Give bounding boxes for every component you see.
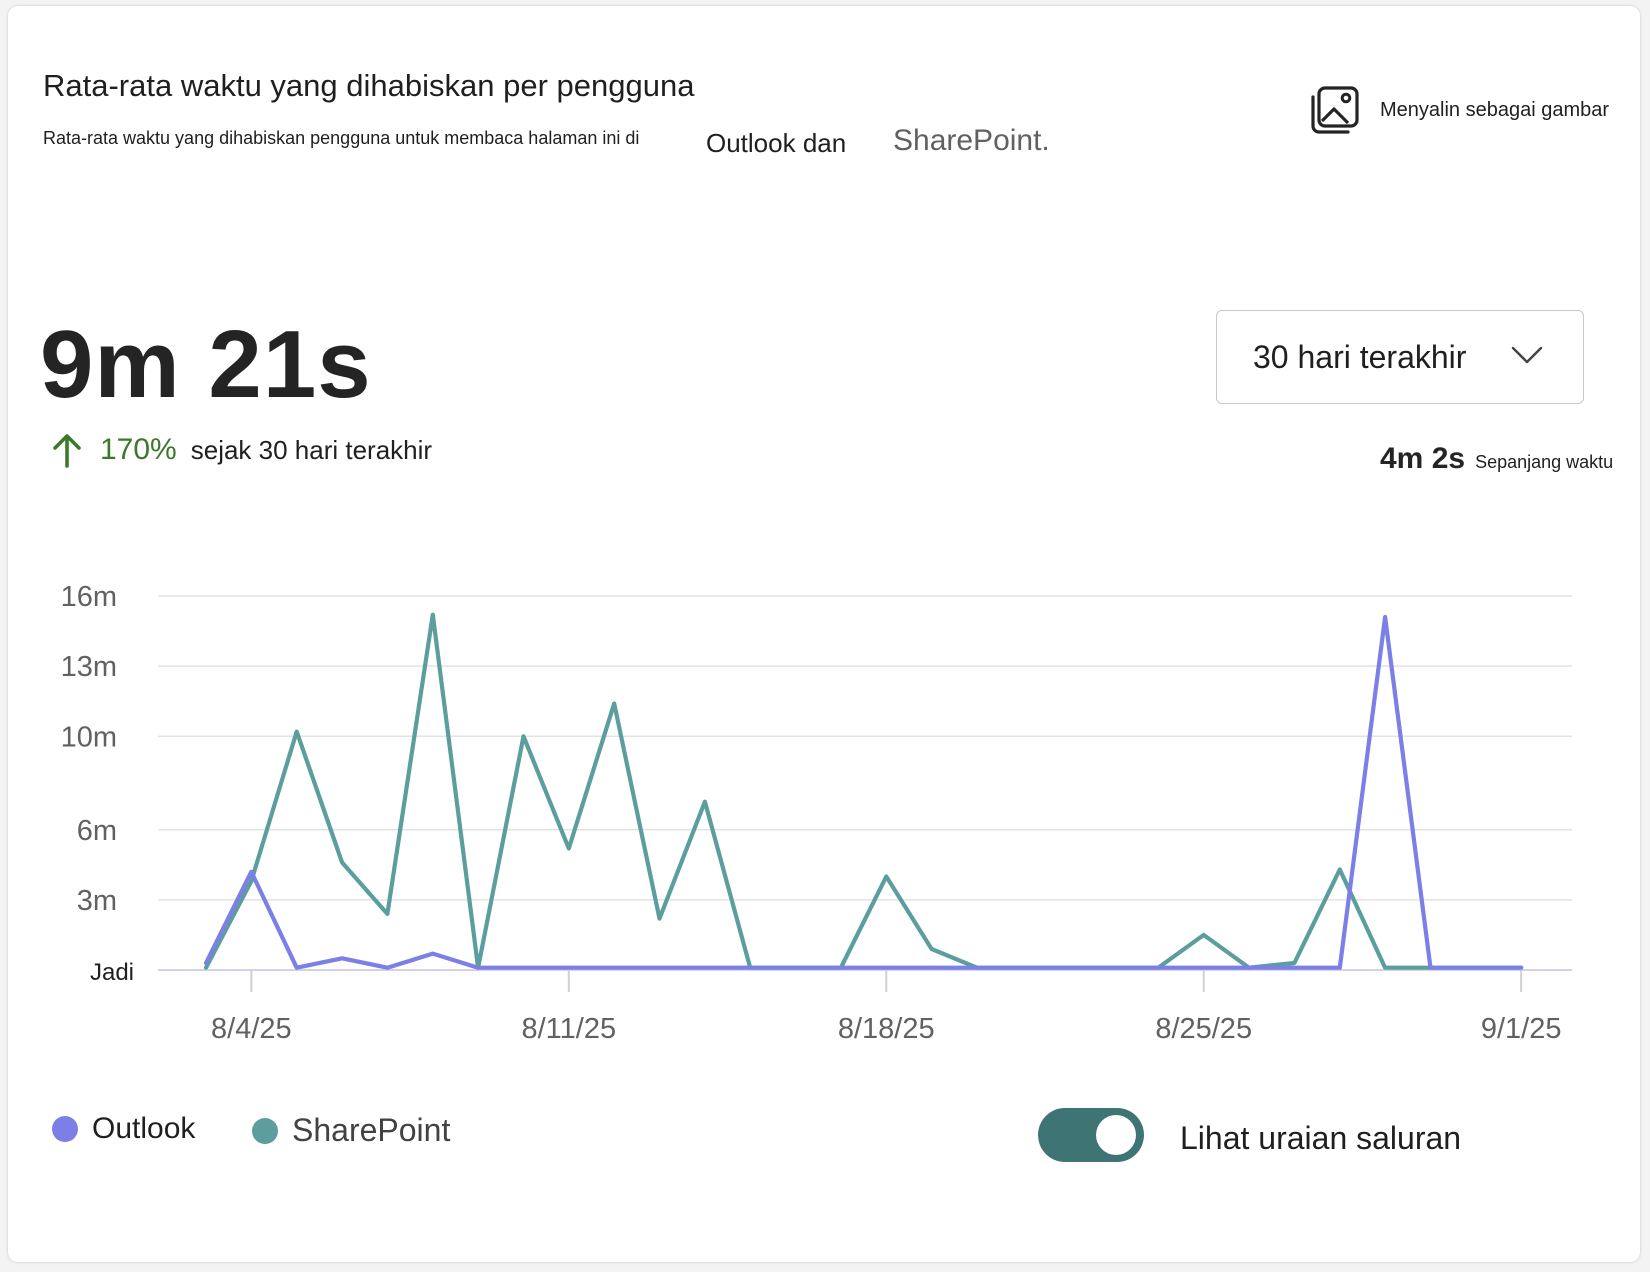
- channel-breakdown-label: Lihat uraian saluran: [1180, 1120, 1462, 1156]
- x-tick-label: 8/4/25: [211, 1013, 292, 1045]
- y-tick-label: 13m: [61, 651, 117, 683]
- toggle-knob: [1096, 1115, 1136, 1155]
- change-percent: 170%: [100, 433, 177, 466]
- report-card: [8, 6, 1640, 1262]
- y-tick-label: 3m: [77, 885, 117, 917]
- series-line-sharepoint: [203, 612, 1524, 970]
- line-chart: Jadi 3m 6m 10m 13m 16m 8/4/25 8/11/25 8/18/25 8/2…: [61, 581, 1572, 1045]
- legend-label-outlook: Outlook: [92, 1112, 196, 1145]
- subtitle-outlook: Outlook dan: [706, 128, 847, 158]
- card-title: Rata-rata waktu yang dihabiskan per peng…: [43, 68, 695, 103]
- arrow-up-icon: [53, 434, 81, 468]
- date-range-dropdown[interactable]: 30 hari terakhir: [1216, 310, 1584, 404]
- x-tick-label: 8/18/25: [838, 1013, 935, 1045]
- legend-dot-sharepoint: [252, 1117, 278, 1144]
- y-tick-label: 10m: [61, 721, 117, 753]
- series-line-outlook: [203, 614, 1524, 970]
- all-time-label: Sepanjang waktu: [1475, 452, 1614, 472]
- all-time-stat: 4m 2s Sepanjang waktu: [1380, 442, 1613, 476]
- y-tick-label: 6m: [77, 815, 117, 847]
- x-tick-label: 8/11/25: [521, 1013, 616, 1045]
- legend-item-outlook: Outlook: [52, 1112, 195, 1146]
- copy-as-image-button[interactable]: Menyalin sebagai gambar: [1310, 80, 1609, 140]
- chevron-down-icon: [1511, 346, 1543, 364]
- channel-breakdown-toggle[interactable]: [1038, 1108, 1144, 1162]
- legend-label-sharepoint: SharePoint: [292, 1112, 451, 1148]
- subtitle-sharepoint: SharePoint.: [893, 124, 1050, 157]
- x-tick-label: 8/25/25: [1155, 1013, 1252, 1045]
- card-subtitle: Rata-rata waktu yang dihabiskan pengguna…: [43, 128, 640, 148]
- change-indicator: 170% sejak 30 hari terakhir: [52, 432, 432, 468]
- y-tick-label: 16m: [61, 581, 117, 613]
- image-icon: [1311, 86, 1359, 134]
- all-time-value: 4m 2s: [1380, 442, 1466, 475]
- average-time-value: 9m 21s: [40, 311, 372, 418]
- date-range-value: 30 hari terakhir: [1253, 338, 1467, 375]
- change-period-label: sejak 30 hari terakhir: [190, 434, 433, 465]
- x-tick-label: 9/1/25: [1481, 1013, 1562, 1045]
- y-tick-label: Jadi: [90, 959, 134, 986]
- legend-dot-outlook: [52, 1116, 78, 1142]
- legend-item-sharepoint: SharePoint: [252, 1112, 450, 1149]
- copy-as-image-label: Menyalin sebagai gambar: [1380, 98, 1610, 121]
